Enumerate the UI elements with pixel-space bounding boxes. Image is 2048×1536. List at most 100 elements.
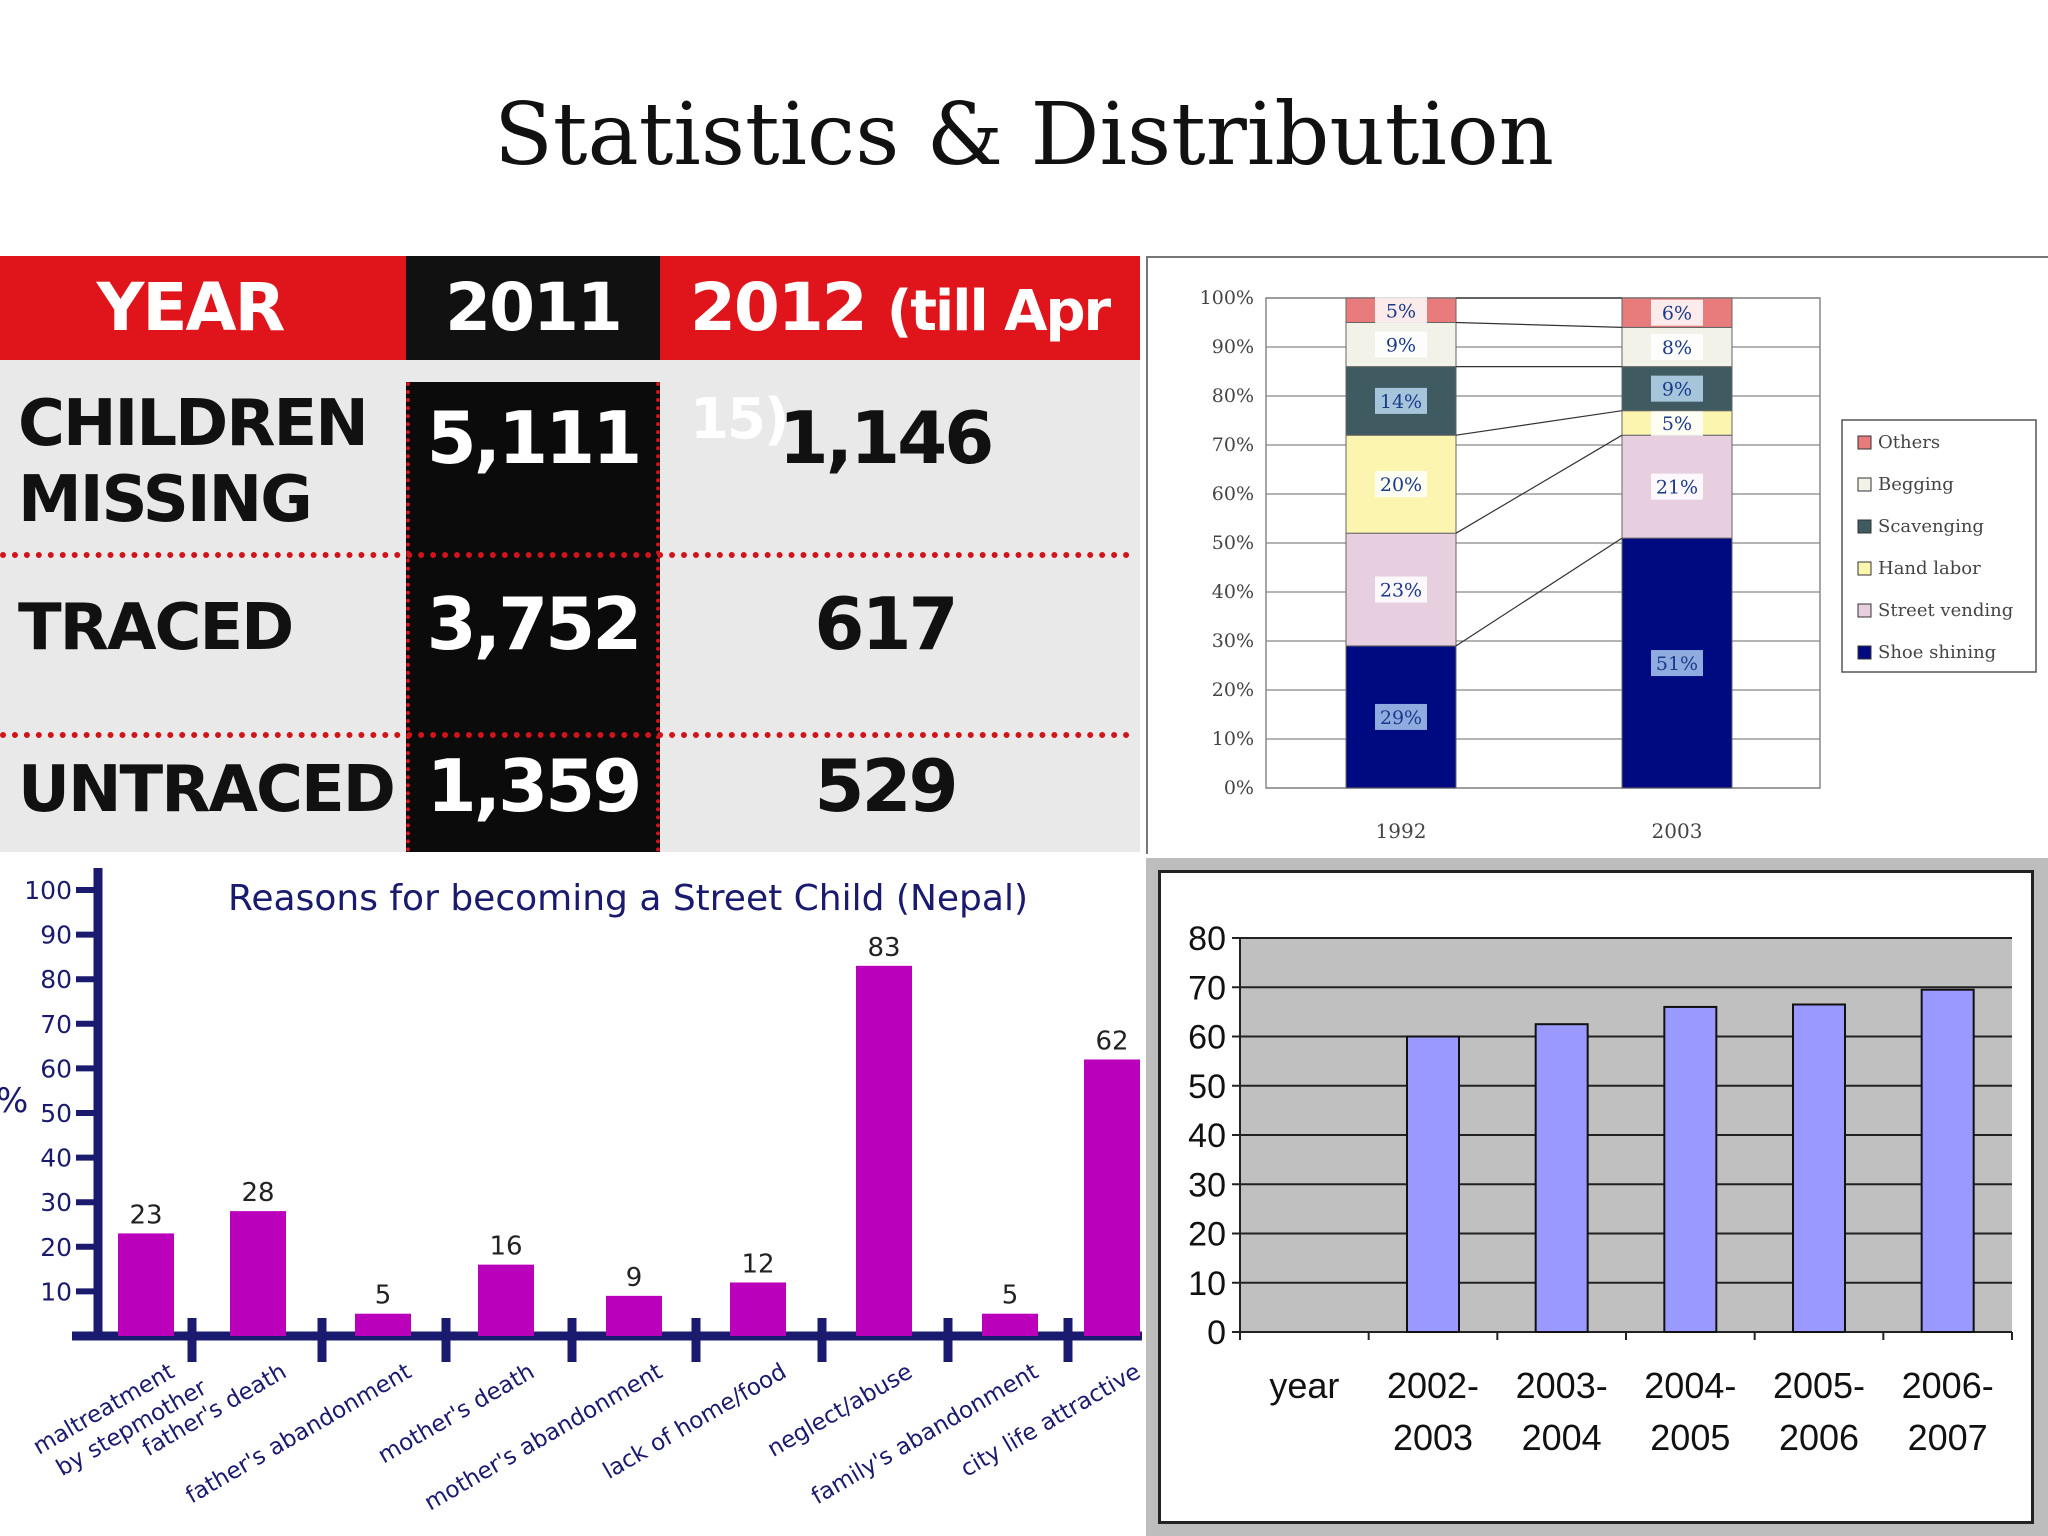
reasons-category-label-line: city life attractive [956, 1359, 1145, 1483]
stack-connector-line [1455, 434, 1623, 534]
stack-legend-swatch [1857, 603, 1872, 618]
reasons-ytick-label: 40 [40, 1144, 72, 1173]
stack-xtick-label: 2003 [1652, 819, 1703, 843]
reasons-category-label: mother's abandonment [420, 1359, 667, 1517]
stack-data-label: 51% [1656, 653, 1698, 675]
stack-data-label-bg [1651, 409, 1703, 436]
slide-title: Statistics & Distribution [494, 85, 1554, 185]
reasons-bar-chart: 10 20 30 40 50 60 70 80 90 100% Reasons for becomi… [0, 858, 1146, 1536]
row-separator-1 [0, 552, 1130, 558]
reasons-chart-title: Reasons for becoming a Street Child (Nep… [228, 878, 1028, 919]
stack-legend-label: Begging [1878, 474, 1954, 495]
yearly-ytick-label: 60 [1188, 1019, 1226, 1057]
row-label-traced: TRACED [18, 591, 294, 665]
yearly-xtick-label: 2005- [1773, 1365, 1865, 1406]
reasons-bar-value: 16 [489, 1232, 522, 1262]
reasons-category-label: father's abandonment [181, 1359, 416, 1509]
stack-data-label: 29% [1380, 707, 1422, 729]
yearly-xtick-label: 2002- [1387, 1365, 1479, 1406]
reasons-bar-value: 5 [1002, 1281, 1019, 1311]
stack-data-label: 9% [1386, 335, 1416, 357]
reasons-category-label-line: mother's abandonment [420, 1359, 667, 1517]
reasons-bar [355, 1313, 411, 1336]
yearly-bar [1663, 1005, 1718, 1333]
row-label-missing-1: CHILDREN [18, 387, 369, 461]
reasons-bar [606, 1295, 662, 1336]
stack-legend-swatch [1857, 519, 1872, 534]
stack-ytick-label: 100% [1200, 287, 1254, 309]
yearly-xtick-label: 2003- [1516, 1365, 1608, 1406]
yearly-xtick-label: 2004 [1522, 1417, 1602, 1458]
stack-data-label-bg [1651, 299, 1703, 326]
reasons-ytick-label: 90 [40, 921, 72, 950]
stack-data-label-bg [1375, 703, 1427, 730]
cell-traced-2011: 3,752 [426, 582, 643, 666]
reasons-bar [118, 1233, 174, 1336]
stack-legend-swatch [1857, 477, 1872, 492]
stack-data-label: 14% [1380, 391, 1422, 413]
yearly-bar [1920, 988, 1975, 1333]
stack-data-label-bg [1651, 334, 1703, 360]
cell-traced-2012: 617 [814, 582, 958, 666]
stack-data-label-bg [1375, 387, 1427, 414]
reasons-bar-svg: 10 20 30 40 50 60 70 80 90 100% Reasons for becomi… [0, 868, 1145, 1517]
reasons-bar-value: 23 [129, 1200, 162, 1230]
yearly-xtick-label: 2003 [1393, 1417, 1473, 1458]
stack-ytick-label: 50% [1212, 532, 1254, 554]
column-divider-left [406, 382, 410, 852]
stack-data-label-bg [1375, 471, 1427, 498]
stack-data-label: 6% [1662, 303, 1692, 325]
stack-connector-line [1455, 537, 1623, 647]
reasons-bar [856, 965, 912, 1336]
reasons-bar-value: 12 [741, 1249, 774, 1279]
stack-connector-line [1455, 321, 1623, 328]
stack-legend-label: Hand labor [1878, 558, 1981, 579]
yearly-bar-chart: 0 10 20 30 40 50 60 70 80 year 2002- 2003 2003- 2004 2… [1146, 858, 2048, 1536]
stack-data-label: 5% [1386, 300, 1416, 322]
yearly-xtick-label: 2006- [1902, 1365, 1994, 1406]
yearly-bar [1534, 1023, 1589, 1333]
stack-ytick-label: 40% [1212, 581, 1254, 603]
missing-children-table: YEAR 2011 2012 (till Apr 15) CHILDREN MI… [0, 256, 1140, 852]
stack-ytick-label: 70% [1212, 434, 1254, 456]
yearly-ytick-label: 40 [1188, 1117, 1226, 1155]
stack-legend-label: Others [1878, 432, 1940, 453]
yearly-ytick-label: 10 [1188, 1265, 1226, 1303]
reasons-ytick-label: 50 [40, 1099, 72, 1128]
yearly-bar [1792, 1003, 1846, 1334]
reasons-bar [1084, 1059, 1140, 1336]
cell-untraced-2011: 1,359 [426, 744, 643, 828]
cell-untraced-2012: 529 [814, 744, 958, 828]
reasons-bar [730, 1282, 786, 1336]
reasons-ytick-label: 10 [40, 1277, 72, 1306]
yearly-xtick-label: 2004- [1644, 1365, 1736, 1406]
reasons-ytick-label: 60 [40, 1054, 72, 1083]
stack-ytick-label: 20% [1212, 679, 1254, 701]
header-year: YEAR [96, 269, 286, 346]
reasons-ytick-label: 20 [40, 1233, 72, 1262]
stack-data-label-bg [1375, 576, 1427, 603]
yearly-xtick-label: 2005 [1650, 1417, 1730, 1458]
header-2012-year: 2012 [690, 269, 868, 346]
stack-data-label-bg [1651, 650, 1703, 677]
stack-ytick-label: 10% [1212, 728, 1254, 750]
stack-connector-line [1455, 410, 1623, 436]
reasons-bar-value: 62 [1095, 1026, 1128, 1056]
reasons-bar [478, 1264, 534, 1336]
occupation-stacked-svg: 0% 10% 20% 30% 40% 50% 60% 70% 80% 90% 100% 29% 23% 2… [1200, 287, 2037, 843]
stack-ytick-label: 80% [1212, 385, 1254, 407]
reasons-category-label-line: father's abandonment [181, 1359, 416, 1509]
stack-data-label: 21% [1656, 477, 1698, 499]
yearly-ytick-label: 70 [1188, 969, 1226, 1007]
stack-legend-label: Shoe shining [1878, 642, 1996, 663]
header-2011: 2011 [445, 269, 623, 346]
yearly-ytick-label: 30 [1188, 1166, 1226, 1204]
stack-data-label-bg [1651, 473, 1703, 500]
yearly-bar [1406, 1035, 1460, 1333]
header-year-cell [0, 256, 406, 360]
stack-legend-swatch [1857, 435, 1872, 450]
occupation-stacked-chart: 0% 10% 20% 30% 40% 50% 60% 70% 80% 90% 100% 29% 23% 2… [1146, 256, 2048, 854]
stack-data-label-bg [1651, 375, 1703, 402]
yearly-xtick-label: year [1269, 1365, 1339, 1406]
reasons-bar-value: 9 [626, 1263, 643, 1293]
